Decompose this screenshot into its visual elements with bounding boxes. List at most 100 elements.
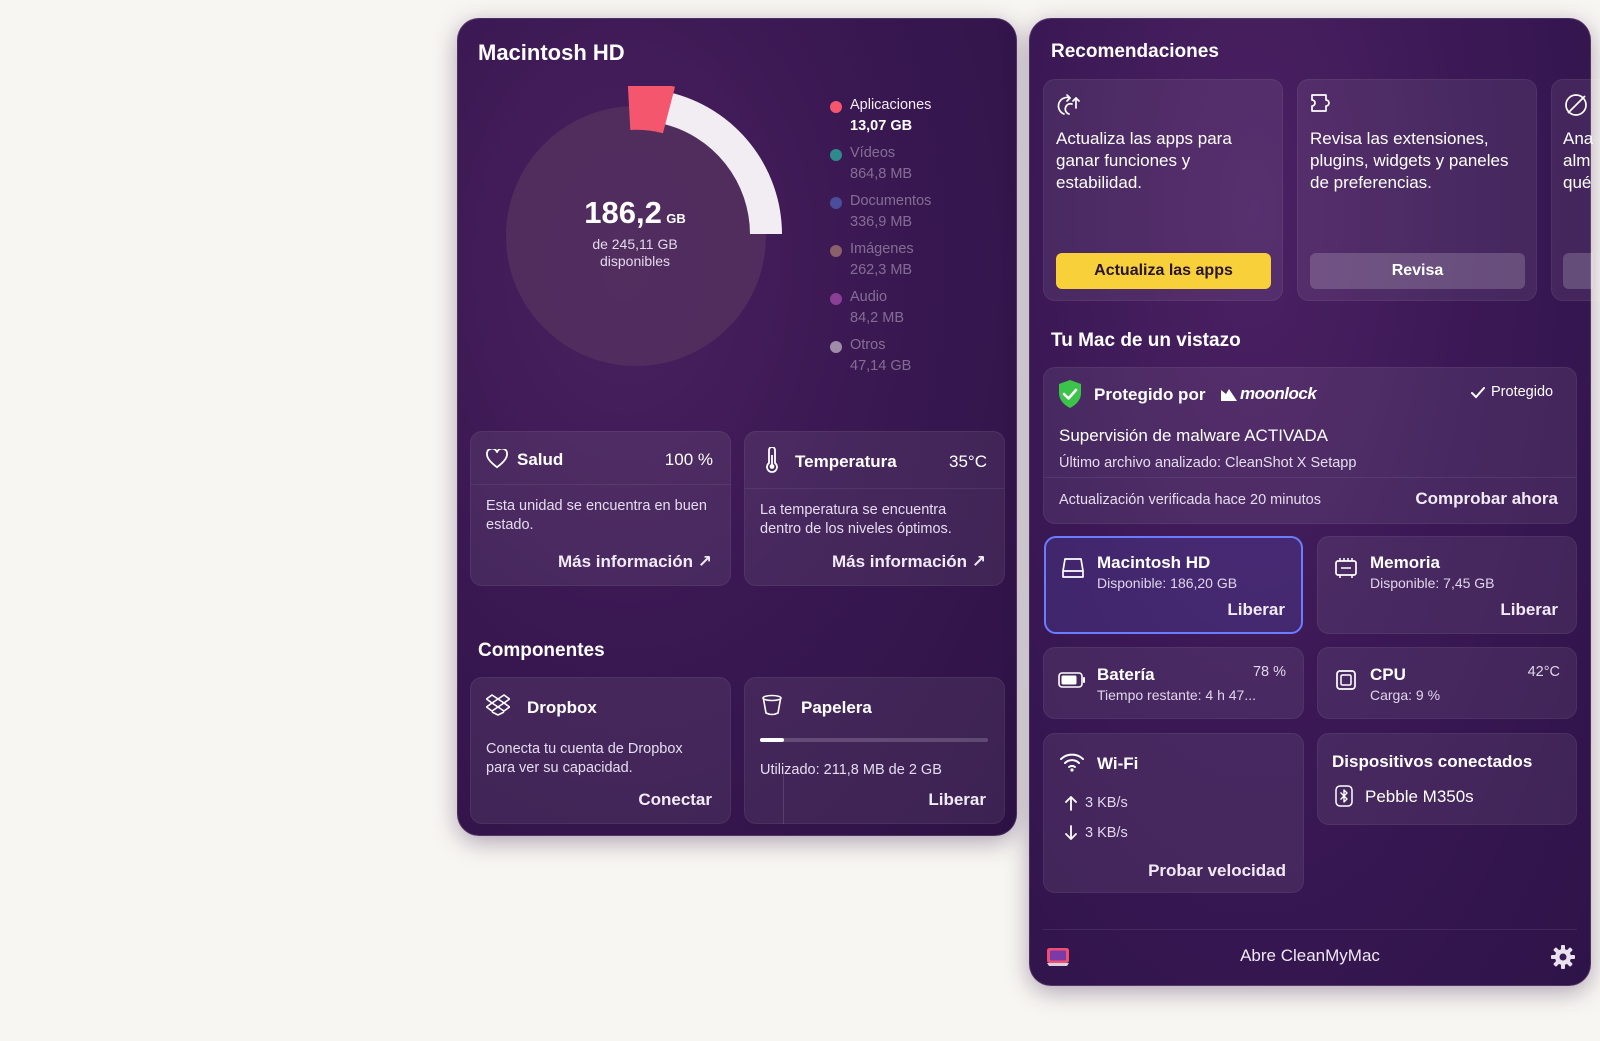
footer-divider bbox=[1043, 929, 1577, 930]
moonlock-logo-icon bbox=[1221, 389, 1237, 401]
legend-value: 13,07 GB bbox=[850, 118, 913, 134]
wifi-icon bbox=[1060, 753, 1084, 772]
health-value: 100 % bbox=[664, 450, 713, 469]
legend-dot bbox=[830, 245, 842, 257]
battery-title: Batería bbox=[1097, 665, 1155, 684]
dropbox-description: Conecta tu cuenta de Dropbox para ver su… bbox=[486, 741, 683, 776]
donut-caption-2: disponibles bbox=[599, 253, 671, 269]
legend-value: 262,3 MB bbox=[850, 262, 913, 278]
gear-icon[interactable] bbox=[1550, 944, 1576, 970]
wifi-upload-speed: 3 KB/s bbox=[1085, 795, 1128, 811]
legend-dot bbox=[830, 197, 842, 209]
recommendation-card-2 bbox=[1297, 79, 1537, 301]
disk-widget[interactable] bbox=[1044, 536, 1303, 634]
trash-usage-bar bbox=[760, 738, 988, 742]
disk-free-button[interactable]: Liberar bbox=[1227, 600, 1285, 619]
cpu-temperature: 42°C bbox=[1527, 664, 1560, 680]
dropbox-title: Dropbox bbox=[527, 698, 597, 717]
recommendation-text-3: Ana alm qué bbox=[1563, 129, 1593, 192]
update-apps-button[interactable]: Actualiza las apps bbox=[1056, 253, 1271, 289]
temperature-more-info-link[interactable]: Más información ↗ bbox=[831, 552, 986, 571]
health-card bbox=[470, 431, 731, 586]
legend-label: Aplicaciones bbox=[850, 97, 932, 113]
apps-arc bbox=[627, 86, 676, 134]
malware-status: Supervisión de malware ACTIVADA bbox=[1059, 426, 1328, 445]
device-name: Pebble M350s bbox=[1365, 787, 1474, 806]
storage-donut bbox=[506, 86, 782, 366]
recommendations-title: Recomendaciones bbox=[1051, 41, 1219, 62]
used-arc bbox=[661, 92, 782, 235]
battery-value: 78 % bbox=[1252, 664, 1286, 680]
check-now-button[interactable]: Comprobar ahora bbox=[1415, 489, 1558, 508]
temperature-card bbox=[744, 431, 1005, 586]
wifi-widget[interactable] bbox=[1043, 733, 1304, 893]
used-value: 186,2 bbox=[584, 195, 662, 230]
legend-dot bbox=[830, 101, 842, 113]
memory-widget[interactable] bbox=[1317, 536, 1577, 634]
protection-status: Protegido bbox=[1491, 384, 1554, 400]
legend-label: Otros bbox=[850, 337, 886, 353]
cleanmymac-icon[interactable] bbox=[1046, 945, 1070, 967]
protected-by-label: Protegido por bbox=[1094, 385, 1206, 404]
recommendation-card-3 bbox=[1551, 79, 1600, 301]
trash-icon bbox=[762, 694, 782, 716]
legend-label: Imágenes bbox=[850, 241, 914, 257]
disk-icon bbox=[1062, 558, 1084, 578]
donut-center: 186,2 GB bbox=[560, 195, 710, 231]
legend-label: Audio bbox=[850, 289, 888, 305]
health-description: Esta unidad se encuentra en buen estado. bbox=[486, 498, 707, 533]
memory-chip-icon bbox=[1335, 558, 1357, 578]
temperature-title: Temperatura bbox=[795, 452, 897, 471]
open-cleanmymac-button[interactable]: Abre CleanMyMac bbox=[1240, 946, 1380, 965]
legend-value: 336,9 MB bbox=[850, 214, 913, 230]
cpu-title: CPU bbox=[1370, 665, 1406, 684]
memory-widget-available: Disponible: 7,45 GB bbox=[1370, 575, 1495, 591]
memory-widget-title: Memoria bbox=[1370, 553, 1440, 572]
wifi-title: Wi-Fi bbox=[1097, 754, 1139, 773]
trash-usage-fill bbox=[760, 738, 785, 742]
thermometer-icon bbox=[766, 447, 778, 473]
moonlock-brand: moonlock bbox=[1240, 384, 1317, 403]
bluetooth-icon bbox=[1335, 785, 1353, 807]
update-arrows-icon bbox=[1057, 94, 1080, 115]
storage-slash-icon bbox=[1565, 94, 1587, 116]
battery-widget[interactable] bbox=[1043, 647, 1304, 719]
mac-panel bbox=[1029, 18, 1591, 986]
donut-caption-1: de 245,11 GB bbox=[592, 236, 678, 252]
download-arrow-icon bbox=[1065, 825, 1077, 840]
legend-dot bbox=[830, 293, 842, 305]
cpu-widget[interactable] bbox=[1317, 647, 1577, 719]
health-more-info-link[interactable]: Más información ↗ bbox=[557, 552, 712, 571]
glance-title: Tu Mac de un vistazo bbox=[1051, 330, 1241, 351]
disk-widget-available: Disponible: 186,20 GB bbox=[1097, 575, 1238, 591]
dropbox-icon bbox=[486, 694, 510, 716]
last-scanned-file: Último archivo analizado: CleanShot X Se… bbox=[1059, 455, 1357, 471]
used-unit: GB bbox=[666, 211, 686, 226]
disk-title: Macintosh HD bbox=[478, 40, 625, 65]
components-title: Componentes bbox=[478, 640, 605, 661]
legend-value: 864,8 MB bbox=[850, 166, 913, 182]
extension-puzzle-icon bbox=[1311, 94, 1330, 112]
speed-test-button[interactable]: Probar velocidad bbox=[1148, 861, 1286, 880]
trash-title: Papelera bbox=[801, 698, 872, 717]
recommendation-button-3[interactable] bbox=[1563, 253, 1593, 289]
trash-card bbox=[744, 677, 1005, 824]
temperature-description: La temperatura se encuentra dentro de lo… bbox=[760, 502, 952, 537]
legend-value: 84,2 MB bbox=[850, 310, 904, 326]
legend-dot bbox=[830, 341, 842, 353]
recommendation-text-1: Actualiza las apps para ganar funciones … bbox=[1056, 129, 1232, 192]
trash-free-button[interactable]: Liberar bbox=[928, 790, 986, 809]
recommendation-text-2: Revisa las extensiones, plugins, widgets… bbox=[1310, 129, 1509, 192]
legend-label: Vídeos bbox=[850, 145, 896, 161]
battery-icon bbox=[1058, 672, 1085, 688]
heart-icon bbox=[486, 449, 508, 469]
cpu-load: Carga: 9 % bbox=[1370, 687, 1441, 703]
review-button[interactable]: Revisa bbox=[1310, 253, 1525, 289]
dropbox-card bbox=[470, 677, 731, 824]
upload-arrow-icon bbox=[1065, 796, 1077, 811]
wifi-download-speed: 3 KB/s bbox=[1085, 825, 1128, 841]
trash-usage: Utilizado: 211,8 MB de 2 GB bbox=[760, 762, 942, 778]
dropbox-connect-button[interactable]: Conectar bbox=[638, 790, 712, 809]
disk-widget-title: Macintosh HD bbox=[1097, 553, 1211, 572]
memory-free-button[interactable]: Liberar bbox=[1500, 600, 1558, 619]
